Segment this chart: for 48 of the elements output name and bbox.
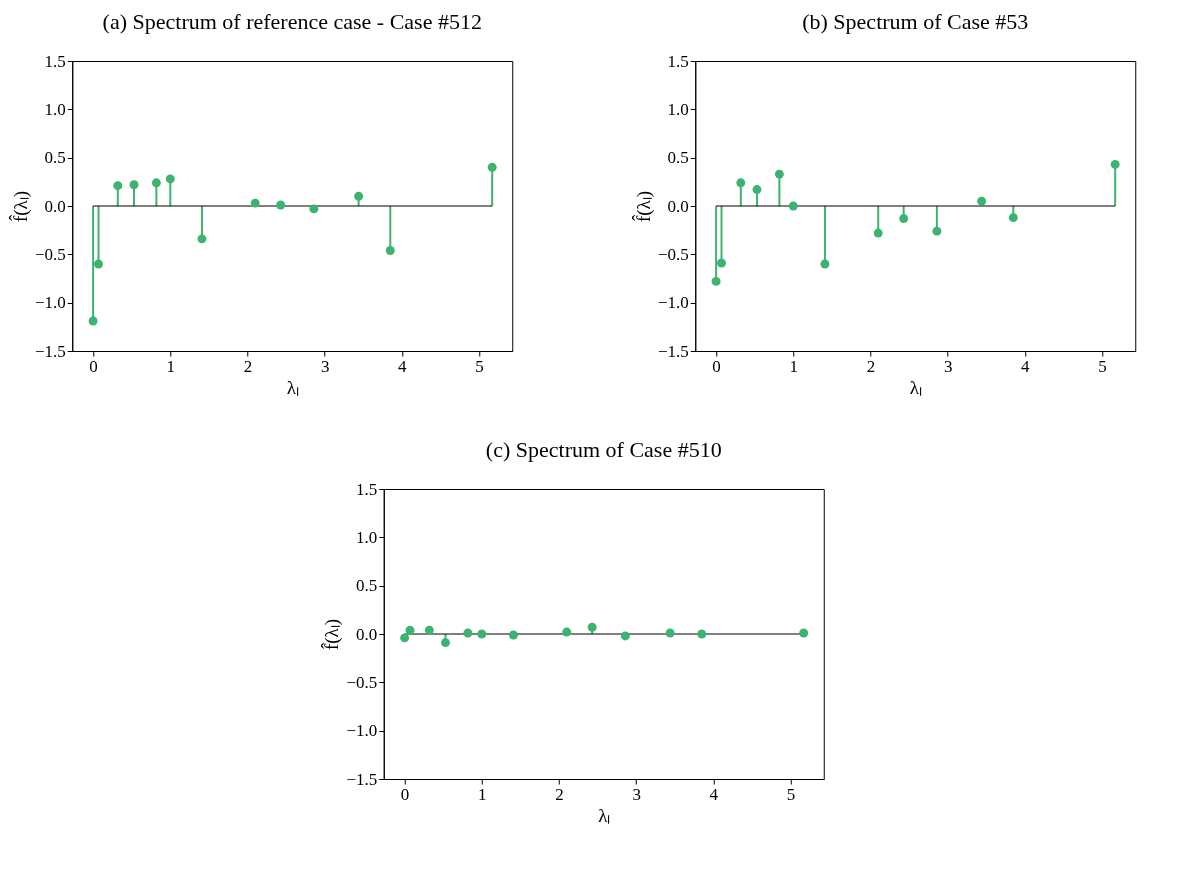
x-tick-label: 5 [786,784,796,804]
y-tick-label: −1.5 [346,769,378,789]
x-tick-label: 2 [243,356,253,376]
y-tick-label: 1.0 [667,99,689,119]
y-tick-label: 0.5 [44,148,66,168]
y-tick-label: 0.5 [356,576,378,596]
y-tick-label: 0.5 [667,148,689,168]
x-tick-label: 2 [866,356,876,376]
x-tick-label: 3 [320,356,330,376]
y-tick-label: −1.5 [34,341,66,361]
y-axis-title: f̂(λₗ) [320,618,344,651]
y-tick-label: −1.0 [657,293,689,313]
y-axis-title: f̂(λₗ) [9,190,32,223]
y-tick-label: 1.5 [44,51,66,71]
chart-title: (b) Spectrum of Case #53 [802,9,1029,34]
x-tick-label: 1 [789,356,799,376]
x-tick-label: 5 [1098,356,1107,376]
y-tick-label: 1.5 [667,51,689,71]
y-tick-label: −1.0 [346,721,378,741]
chart-title: (c) Spectrum of Case #510 [485,437,722,462]
x-tick-label: 0 [712,356,721,376]
y-tick-label: 0.0 [44,196,66,216]
x-tick-label: 1 [478,784,487,804]
x-tick-label: 3 [943,356,953,376]
x-tick-label: 2 [555,784,564,804]
x-axis-title: λₗ [598,804,611,826]
x-tick-label: 5 [475,356,484,376]
y-tick-label: −1.5 [657,341,689,361]
y-tick-label: −1.0 [34,293,66,313]
y-tick-label: 1.0 [44,99,66,119]
y-axis-title: f̂(λₗ) [632,190,655,223]
x-tick-label: 0 [400,784,410,804]
x-tick-label: 1 [166,356,176,376]
x-tick-label: 4 [709,784,719,804]
x-axis-title: λₗ [909,376,922,398]
x-axis-title: λₗ [286,376,299,398]
y-tick-label: 0.0 [356,624,378,644]
y-tick-label: 0.0 [667,196,689,216]
x-tick-label: 3 [632,784,641,804]
x-tick-label: 4 [1021,356,1031,376]
y-tick-label: −0.5 [657,244,689,264]
y-tick-label: −0.5 [346,672,378,692]
chart-title: (a) Spectrum of reference case - Case #512 [102,9,482,34]
y-tick-label: 1.5 [356,479,378,499]
x-tick-label: 0 [89,356,98,376]
y-tick-label: −0.5 [34,244,66,264]
x-tick-label: 4 [398,356,408,376]
y-tick-label: 1.0 [356,527,378,547]
